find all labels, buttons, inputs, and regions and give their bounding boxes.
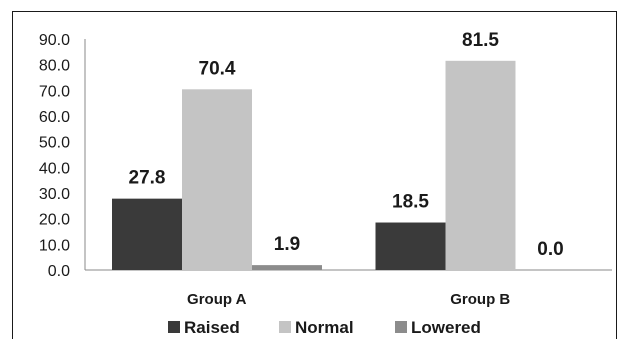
- data-label: 81.5: [462, 30, 499, 51]
- y-tick-label: 40.0: [39, 160, 70, 177]
- category-label: Group B: [450, 291, 510, 308]
- data-label: 1.9: [274, 234, 300, 255]
- bar-lowered-1: [252, 265, 322, 270]
- legend-label: Raised: [184, 318, 240, 337]
- y-tick-label: 30.0: [39, 186, 70, 203]
- legend-swatch-raised: [168, 321, 180, 333]
- legend-label: Lowered: [411, 318, 481, 337]
- y-tick-label: 10.0: [39, 237, 70, 254]
- y-tick-label: 20.0: [39, 212, 70, 229]
- chart-frame: [12, 11, 617, 339]
- legend-swatch-lowered: [395, 321, 407, 333]
- y-tick-label: 0.0: [48, 263, 70, 280]
- data-label: 27.8: [129, 168, 166, 189]
- legend-swatch-normal: [279, 321, 291, 333]
- data-label: 18.5: [392, 192, 429, 213]
- bar-normal-2: [445, 60, 516, 270]
- bar-raised-2: [375, 222, 446, 270]
- data-label: 70.4: [199, 58, 236, 79]
- data-label: 0.0: [537, 239, 563, 260]
- y-tick-label: 90.0: [39, 32, 70, 49]
- bar-raised-1: [112, 198, 182, 270]
- category-label: Group A: [187, 291, 247, 308]
- y-tick-label: 70.0: [39, 83, 70, 100]
- legend-label: Normal: [295, 318, 354, 337]
- y-tick-label: 60.0: [39, 109, 70, 126]
- y-tick-label: 50.0: [39, 135, 70, 152]
- y-tick-label: 80.0: [39, 58, 70, 75]
- bar-normal-1: [182, 89, 252, 270]
